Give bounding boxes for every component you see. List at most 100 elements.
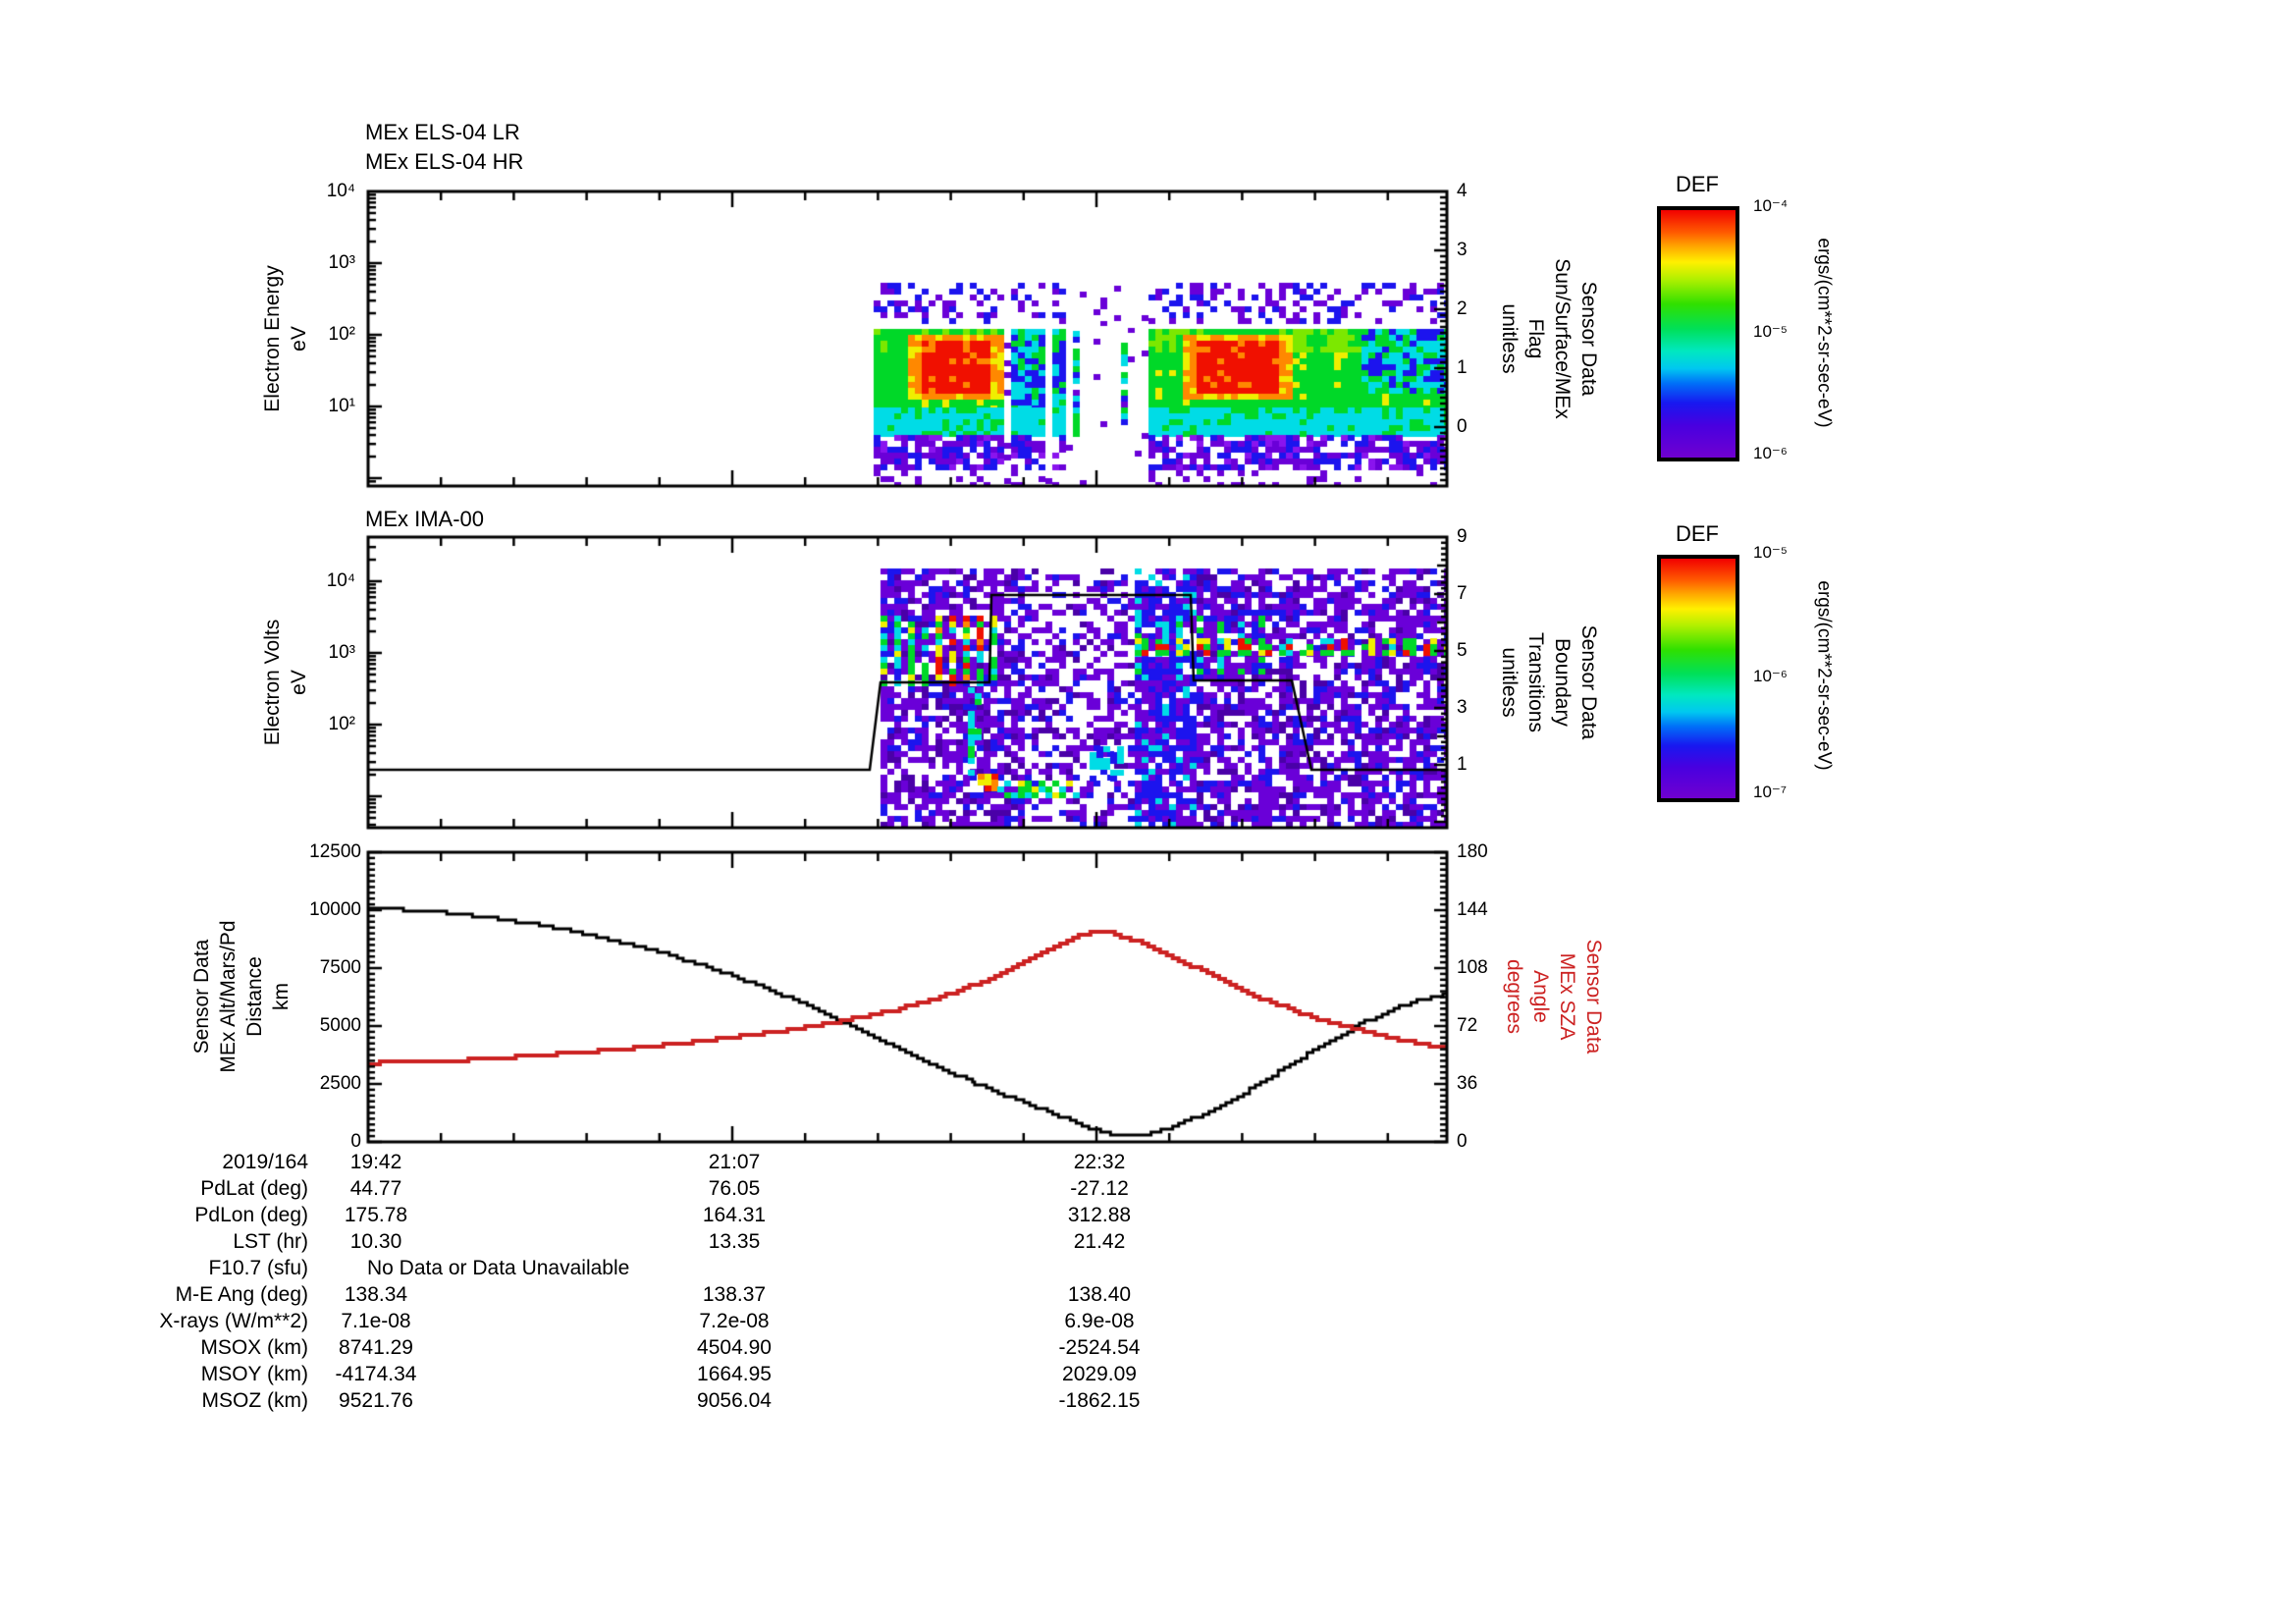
table-row-label: MSOY (km) <box>200 1363 308 1385</box>
table-cell-value: -2524.54 <box>1058 1336 1141 1359</box>
ima-y-axis-label: Electron Volts eV <box>259 620 312 745</box>
time-tick-label: 21:07 <box>708 1151 761 1173</box>
table-cell-value: 312.88 <box>1067 1204 1132 1226</box>
els-ytick-label: 10¹ <box>328 396 355 416</box>
els-right-axis-label-line: unitless <box>1498 303 1521 374</box>
els-right-axis-label-line: Flag <box>1524 318 1547 359</box>
els-y-axis-label-line: eV <box>288 326 310 352</box>
table-cell-value: 44.77 <box>349 1177 402 1200</box>
table-cell-value: 164.31 <box>702 1204 767 1226</box>
els-right-axis-label-line: Sun/Surface/MEx <box>1551 258 1574 419</box>
ephem-right-tick-label: 180 <box>1457 841 1488 862</box>
ima-ytick-label: 10⁴ <box>326 570 355 591</box>
els-spectrogram-canvas <box>368 191 1447 486</box>
table-cell-value: 6.9e-08 <box>1064 1310 1135 1332</box>
colorbar1-title: DEF <box>1676 172 1719 196</box>
ephem-y-axis-label-line: Distance <box>243 956 266 1037</box>
ephem-right-tick-label: 144 <box>1457 899 1488 920</box>
table-row-label: PdLat (deg) <box>200 1177 308 1200</box>
table-cell-value: -4174.34 <box>335 1363 417 1385</box>
els-title-hr: MEx ELS-04 HR <box>365 149 524 174</box>
colorbar1-gradient <box>1661 210 1735 458</box>
ima-y-axis-label-line: Electron Volts <box>261 619 284 746</box>
els-right-tick-label: 3 <box>1457 240 1468 260</box>
els-ytick-label: 10² <box>328 324 355 345</box>
ephem-y-axis-label-line: Sensor Data <box>190 939 213 1055</box>
colorbar1-tick-label: 10⁻⁵ <box>1753 322 1788 341</box>
colorbar1-tick-label: 10⁻⁶ <box>1753 444 1788 462</box>
ima-title: MEx IMA-00 <box>365 507 485 531</box>
sza-right-axis-label-line: Sensor Data <box>1582 939 1605 1055</box>
ima-ytick-label: 10³ <box>328 642 355 663</box>
colorbar2-unit-label: ergs/(cm**2-sr-sec-eV) <box>1813 580 1835 771</box>
ima-right-tick-label: 3 <box>1457 697 1468 718</box>
table-cell-value: 10.30 <box>349 1230 402 1253</box>
els-right-tick-label: 4 <box>1457 181 1468 201</box>
ima-ytick-label: 10² <box>328 714 355 734</box>
table-row-label: M-E Ang (deg) <box>175 1283 308 1306</box>
sza-right-axis-label-line: Angle <box>1529 970 1552 1023</box>
table-cell-value: 2029.09 <box>1062 1363 1137 1385</box>
colorbar2-tick-label: 10⁻⁶ <box>1753 667 1788 685</box>
ima-right-tick-label: 1 <box>1457 754 1468 775</box>
els-title-lr: MEx ELS-04 LR <box>365 120 520 144</box>
date-label: 2019/164 <box>222 1151 308 1173</box>
table-cell-value: 7.1e-08 <box>341 1310 411 1332</box>
ephem-y-axis-label: Sensor Data MEx Alt/Mars/Pd Distance km <box>188 920 294 1072</box>
time-tick-label: 19:42 <box>349 1151 402 1173</box>
sza-right-axis-label: Sensor Data MEx SZA Angle degrees <box>1501 940 1607 1055</box>
table-row-label: PdLon (deg) <box>194 1204 308 1226</box>
table-cell-value: 138.37 <box>702 1283 767 1306</box>
ephem-right-tick-label: 72 <box>1457 1015 1478 1036</box>
table-cell-value: 21.42 <box>1073 1230 1126 1253</box>
colorbar1 <box>1657 206 1739 461</box>
sza-right-axis-label-line: MEx SZA <box>1556 952 1578 1041</box>
ephem-ytick-label: 0 <box>350 1131 361 1152</box>
table-cell-value: -1862.15 <box>1058 1389 1141 1412</box>
ima-right-tick-label: 5 <box>1457 640 1468 661</box>
colorbar2 <box>1657 555 1739 802</box>
table-row-label: LST (hr) <box>233 1230 308 1253</box>
ima-right-axis-label-line: Sensor Data <box>1577 624 1600 740</box>
els-ytick-label: 10³ <box>328 252 355 273</box>
ima-y-axis-label-line: eV <box>288 670 310 695</box>
table-cell-value: -27.12 <box>1070 1177 1129 1200</box>
ephem-ytick-label: 5000 <box>319 1015 361 1036</box>
colorbar2-gradient <box>1661 559 1735 798</box>
colorbar1-unit-label: ergs/(cm**2-sr-sec-eV) <box>1813 238 1835 428</box>
no-data-text: No Data or Data Unavailable <box>367 1257 630 1279</box>
ephem-right-tick-label: 0 <box>1457 1131 1468 1152</box>
els-y-axis-label: Electron Energy eV <box>259 265 312 411</box>
table-cell-value: 175.78 <box>344 1204 408 1226</box>
table-row-label: X-rays (W/m**2) <box>159 1310 308 1332</box>
ima-right-axis-label-line: Boundary <box>1551 638 1574 727</box>
table-cell-value: 9521.76 <box>339 1389 413 1412</box>
ephem-ytick-label: 7500 <box>319 957 361 978</box>
ima-right-tick-label: 7 <box>1457 583 1468 604</box>
table-cell-value: 4504.90 <box>697 1336 772 1359</box>
table-cell-value: 7.2e-08 <box>699 1310 770 1332</box>
table-cell-value: 9056.04 <box>697 1389 772 1412</box>
els-right-axis-label: Sensor Data Sun/Surface/MEx Flag unitles… <box>1496 258 1602 418</box>
colorbar2-tick-label: 10⁻⁵ <box>1753 543 1788 562</box>
ima-right-tick-label: 9 <box>1457 526 1468 547</box>
els-right-axis-label-line: Sensor Data <box>1577 281 1600 397</box>
colorbar1-tick-label: 10⁻⁴ <box>1753 196 1789 215</box>
table-cell-value: 8741.29 <box>339 1336 413 1359</box>
ima-right-axis-label: Sensor Data Boundary Transitions unitles… <box>1496 625 1602 740</box>
ima-right-axis-label-line: Transitions <box>1524 632 1547 732</box>
colorbar2-tick-label: 10⁻⁷ <box>1753 783 1788 801</box>
ephem-ytick-label: 2500 <box>319 1073 361 1094</box>
ima-right-axis-label-line: unitless <box>1498 647 1521 718</box>
table-cell-value: 13.35 <box>708 1230 761 1253</box>
els-right-tick-label: 2 <box>1457 298 1468 319</box>
ima-spectrogram-canvas <box>368 537 1447 828</box>
ephem-ytick-label: 10000 <box>309 899 361 920</box>
ephem-y-axis-label-line: km <box>270 983 293 1011</box>
ephem-y-axis-label-line: MEx Alt/Mars/Pd <box>217 920 240 1073</box>
table-row-label: MSOZ (km) <box>201 1389 308 1412</box>
table-cell-value: 138.34 <box>344 1283 408 1306</box>
table-row-label: F10.7 (sfu) <box>208 1257 308 1279</box>
time-tick-label: 22:32 <box>1073 1151 1126 1173</box>
table-cell-value: 1664.95 <box>697 1363 772 1385</box>
